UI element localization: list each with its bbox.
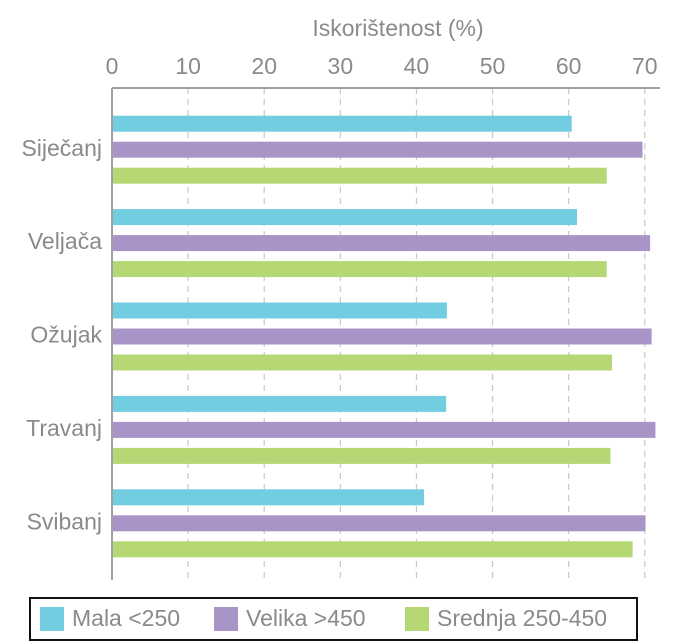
bar xyxy=(112,209,578,226)
legend-label: Srednja 250-450 xyxy=(437,605,607,631)
bar xyxy=(112,302,447,319)
legend-swatch xyxy=(40,607,64,631)
y-tick-label: Svibanj xyxy=(27,508,102,534)
bar xyxy=(112,395,447,412)
bar xyxy=(112,141,643,158)
y-tick-label: Travanj xyxy=(26,415,102,441)
x-axis-label: Iskorištenost (%) xyxy=(312,15,483,41)
bar xyxy=(112,115,572,132)
y-tick-label: Ožujak xyxy=(30,322,102,348)
bar xyxy=(112,489,425,506)
bar xyxy=(112,167,607,184)
x-tick-label: 40 xyxy=(404,53,430,79)
x-tick-label: 20 xyxy=(251,53,277,79)
bar xyxy=(112,235,651,252)
x-tick-label: 70 xyxy=(632,53,658,79)
bar xyxy=(112,328,652,345)
bar xyxy=(112,447,611,464)
bar xyxy=(112,261,607,278)
legend-box xyxy=(29,597,638,641)
x-tick-label: 60 xyxy=(556,53,582,79)
bar xyxy=(112,541,633,558)
x-tick-label: 10 xyxy=(175,53,201,79)
legend-swatch xyxy=(214,607,238,631)
x-tick-label: 30 xyxy=(328,53,354,79)
x-tick-label: 0 xyxy=(106,53,119,79)
bar xyxy=(112,354,613,371)
y-tick-label: Siječanj xyxy=(21,135,102,161)
bar xyxy=(112,515,646,532)
legend-swatch xyxy=(405,607,429,631)
x-tick-label: 50 xyxy=(480,53,506,79)
y-tick-label: Veljača xyxy=(28,228,102,254)
legend-label: Mala <250 xyxy=(72,605,180,631)
legend-label: Velika >450 xyxy=(246,605,366,631)
bar xyxy=(112,421,656,438)
